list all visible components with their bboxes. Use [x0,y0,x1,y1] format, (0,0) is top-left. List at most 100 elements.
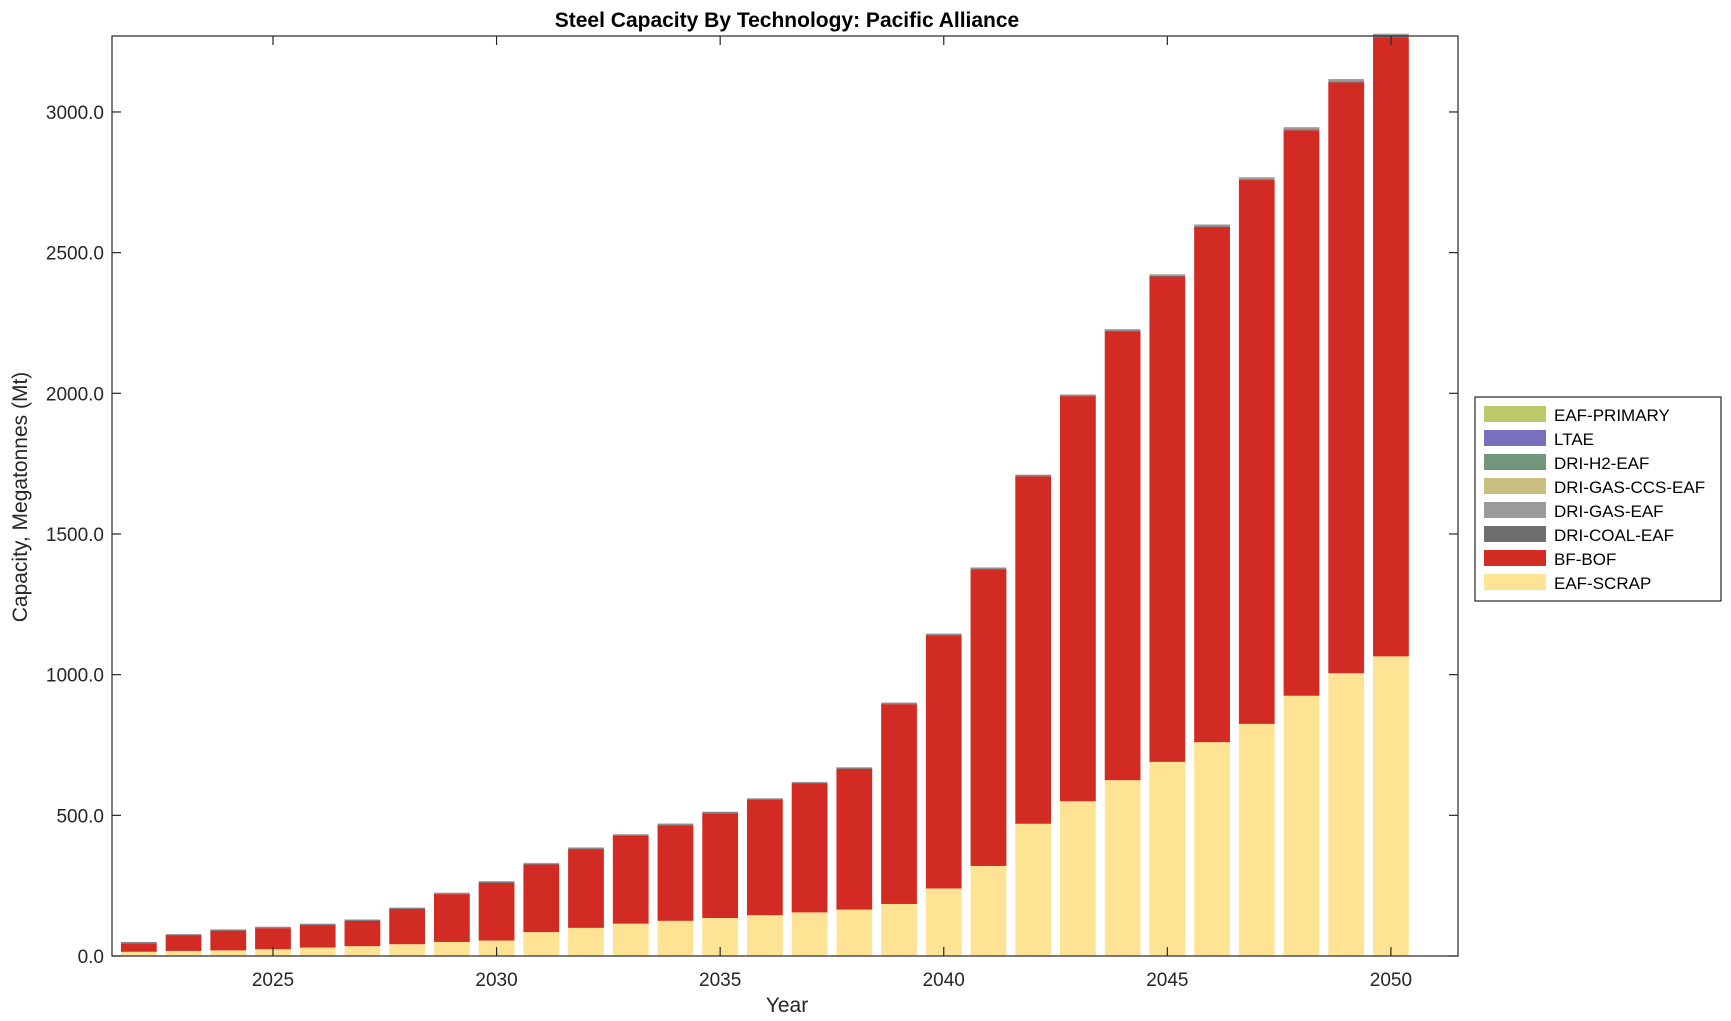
bar-dri-coal-eaf-2041 [970,568,1007,570]
bar-bf-bof-2034 [657,825,694,921]
legend-label: DRI-COAL-EAF [1554,526,1674,545]
bar-dri-gas-eaf-2048 [1283,127,1320,130]
bar-dri-coal-eaf-2022 [120,942,157,944]
bar-dri-gas-eaf-2033 [612,834,649,836]
bar-eaf-scrap-2022 [120,951,157,956]
legend-swatch [1484,478,1546,494]
bar-dri-gas-eaf-2039 [881,702,917,704]
bar-eaf-scrap-2031 [523,932,560,956]
bar-bf-bof-2027 [344,920,381,947]
bar-eaf-scrap-2047 [1238,723,1275,956]
legend-item-dri-gas-eaf: DRI-GAS-EAF [1484,502,1664,521]
bar-dri-coal-eaf-2038 [836,768,873,769]
bar-dri-gas-eaf-2042 [1015,474,1052,476]
bar-dri-coal-eaf-2027 [344,919,381,921]
bar-bf-bof-2045 [1149,276,1186,762]
bar-eaf-scrap-2029 [433,941,470,956]
y-tick-label: 3000.0 [46,103,104,124]
bar-dri-coal-eaf-2039 [881,703,917,705]
bar-eaf-scrap-2043 [1060,801,1096,956]
bar-eaf-scrap-2038 [836,909,873,956]
bar-bf-bof-2032 [568,849,604,928]
y-tick-label: 1500.0 [46,525,104,546]
legend-swatch [1484,550,1546,566]
bar-dri-gas-eaf-2040 [925,633,962,635]
bar-dri-coal-eaf-2040 [925,634,962,636]
bar-dri-gas-eaf-2034 [657,823,694,825]
bar-bf-bof-2035 [702,813,739,919]
bar-dri-coal-eaf-2035 [702,812,739,814]
bar-dri-coal-eaf-2047 [1238,179,1275,181]
bar-dri-gas-eaf-2045 [1149,274,1186,276]
x-axis-tick-labels: 2025 2030 2035 2040 2045 2050 [252,970,1412,991]
bar-dri-coal-eaf-2036 [746,799,783,800]
bar-bf-bof-2033 [612,835,649,924]
legend-item-bf-bof: BF-BOF [1484,550,1616,569]
bar-bf-bof-2022 [120,943,157,952]
bar-dri-gas-eaf-2031 [523,862,560,864]
y-tick-label: 0.0 [78,947,104,968]
bar-eaf-scrap-2026 [299,947,336,956]
legend: EAF-PRIMARY LTAE DRI-H2-EAF DRI-GAS-CCS-EAF… [1474,396,1722,602]
bar-dri-coal-eaf-2024 [210,929,247,931]
bar-dri-gas-eaf-2024 [210,929,247,930]
bar-dri-gas-eaf-2025 [255,926,291,928]
bar-bf-bof-2028 [389,909,426,945]
bar-bf-bof-2050 [1373,37,1409,657]
legend-item-eaf-primary: EAF-PRIMARY [1484,406,1670,425]
bar-dri-coal-eaf-2023 [165,934,202,936]
y-axis-title: Capacity, Megatonnes (Mt) [9,372,32,623]
bar-dri-gas-eaf-2029 [433,892,470,894]
bar-eaf-scrap-2040 [925,888,962,956]
bar-dri-coal-eaf-2048 [1283,129,1320,131]
bar-dri-gas-eaf-2022 [120,941,157,943]
bar-dri-coal-eaf-2034 [657,824,694,826]
y-tick-label: 2500.0 [46,244,104,265]
bar-eaf-scrap-2049 [1328,673,1365,956]
bar-dri-coal-eaf-2042 [1015,475,1052,477]
bar-eaf-scrap-2033 [612,923,649,956]
bar-dri-coal-eaf-2026 [299,924,336,926]
bar-eaf-scrap-2050 [1373,656,1409,956]
bar-dri-gas-eaf-2046 [1194,224,1230,227]
bar-eaf-scrap-2048 [1283,695,1320,956]
x-axis-title: Year [766,994,808,1017]
bar-bf-bof-2030 [478,882,515,941]
bar-bf-bof-2048 [1283,130,1320,696]
legend-label: EAF-PRIMARY [1554,406,1670,425]
bar-eaf-scrap-2041 [970,865,1007,956]
bar-eaf-scrap-2023 [165,950,202,956]
bar-dri-gas-eaf-2036 [746,798,783,800]
bar-bf-bof-2038 [836,768,873,910]
bar-dri-coal-eaf-2037 [791,782,828,784]
bar-dri-coal-eaf-2043 [1060,395,1096,397]
bar-dri-gas-eaf-2049 [1328,79,1365,82]
legend-item-ltae: LTAE [1484,430,1594,449]
y-tick-label: 2000.0 [46,384,104,405]
bar-dri-coal-eaf-2030 [478,882,515,883]
plot-area-frame [111,35,1459,957]
y-tick-label: 1000.0 [46,666,104,687]
bar-bf-bof-2026 [299,925,336,948]
bar-dri-gas-eaf-2023 [165,934,202,935]
bar-dri-gas-eaf-2032 [568,847,604,849]
bar-bf-bof-2024 [210,930,247,951]
legend-swatch [1484,526,1546,542]
bar-dri-coal-eaf-2049 [1328,81,1365,83]
legend-label: EAF-SCRAP [1554,574,1651,593]
bar-eaf-scrap-2039 [881,903,917,956]
bar-bf-bof-2044 [1104,331,1141,781]
bar-dri-gas-eaf-2028 [389,907,426,909]
bar-bf-bof-2049 [1328,82,1365,674]
bar-bf-bof-2046 [1194,227,1230,743]
bar-dri-gas-eaf-2041 [970,567,1007,569]
legend-box [1474,396,1722,602]
bar-eaf-scrap-2028 [389,944,426,956]
legend-swatch [1484,574,1546,590]
bar-dri-coal-eaf-2045 [1149,275,1186,277]
bar-dri-coal-eaf-2046 [1194,226,1230,228]
x-tick-label: 2050 [1370,970,1412,991]
legend-label: DRI-GAS-EAF [1554,502,1664,521]
bar-eaf-scrap-2042 [1015,823,1052,956]
